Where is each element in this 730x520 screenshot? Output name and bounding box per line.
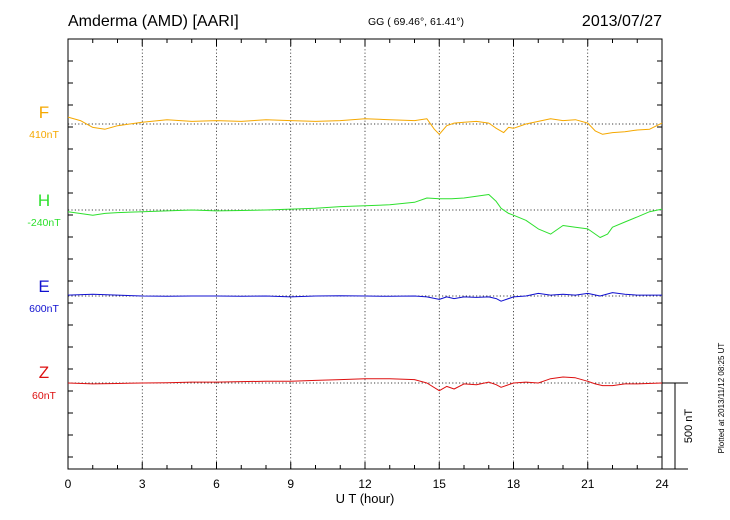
series-line-E: [67, 292, 662, 302]
series-labels: F 410nT H -240nT E 600nT Z 60nT: [27, 103, 61, 402]
x-tick-label: 18: [507, 477, 521, 491]
x-tick-label: 24: [655, 477, 669, 491]
x-tick-label: 9: [287, 477, 294, 491]
series-baseline-E: 600nT: [29, 303, 59, 315]
series-line-H: [67, 194, 663, 238]
series-line-Z: [67, 376, 663, 392]
x-tick-label: 6: [213, 477, 220, 491]
x-tick-label: 12: [358, 477, 372, 491]
series-label-E: E: [38, 277, 49, 296]
x-tick-label: 0: [65, 477, 72, 491]
series-label-Z: Z: [39, 363, 49, 382]
series-line-F: [67, 116, 663, 135]
x-tick-label: 21: [581, 477, 595, 491]
series-lines: [67, 116, 663, 392]
series-label-F: F: [39, 103, 49, 122]
scale-bar-label: 500 nT: [683, 409, 695, 444]
x-tick-label: 3: [139, 477, 146, 491]
series-baseline-Z: 60nT: [32, 390, 57, 402]
scale-bar: 500 nT: [662, 382, 695, 470]
series-baseline-H: -240nT: [27, 217, 61, 229]
date-label: 2013/07/27: [582, 13, 662, 30]
plotted-note: Plotted at 2013/11/12 08:25 UT: [717, 343, 726, 454]
series-label-H: H: [38, 191, 50, 210]
series-baseline-F: 410nT: [29, 129, 59, 141]
grid-lines: [68, 39, 662, 469]
x-axis-label: U T (hour): [336, 491, 395, 506]
geographic-coordinates: GG ( 69.46°, 61.41°): [368, 16, 464, 28]
x-tick-labels: 0 3 6 9 12 15 18 21 24: [65, 477, 669, 491]
axis-ticks: [67, 39, 663, 469]
x-tick-label: 15: [433, 477, 447, 491]
station-title: Amderma (AMD) [AARI]: [68, 13, 239, 30]
